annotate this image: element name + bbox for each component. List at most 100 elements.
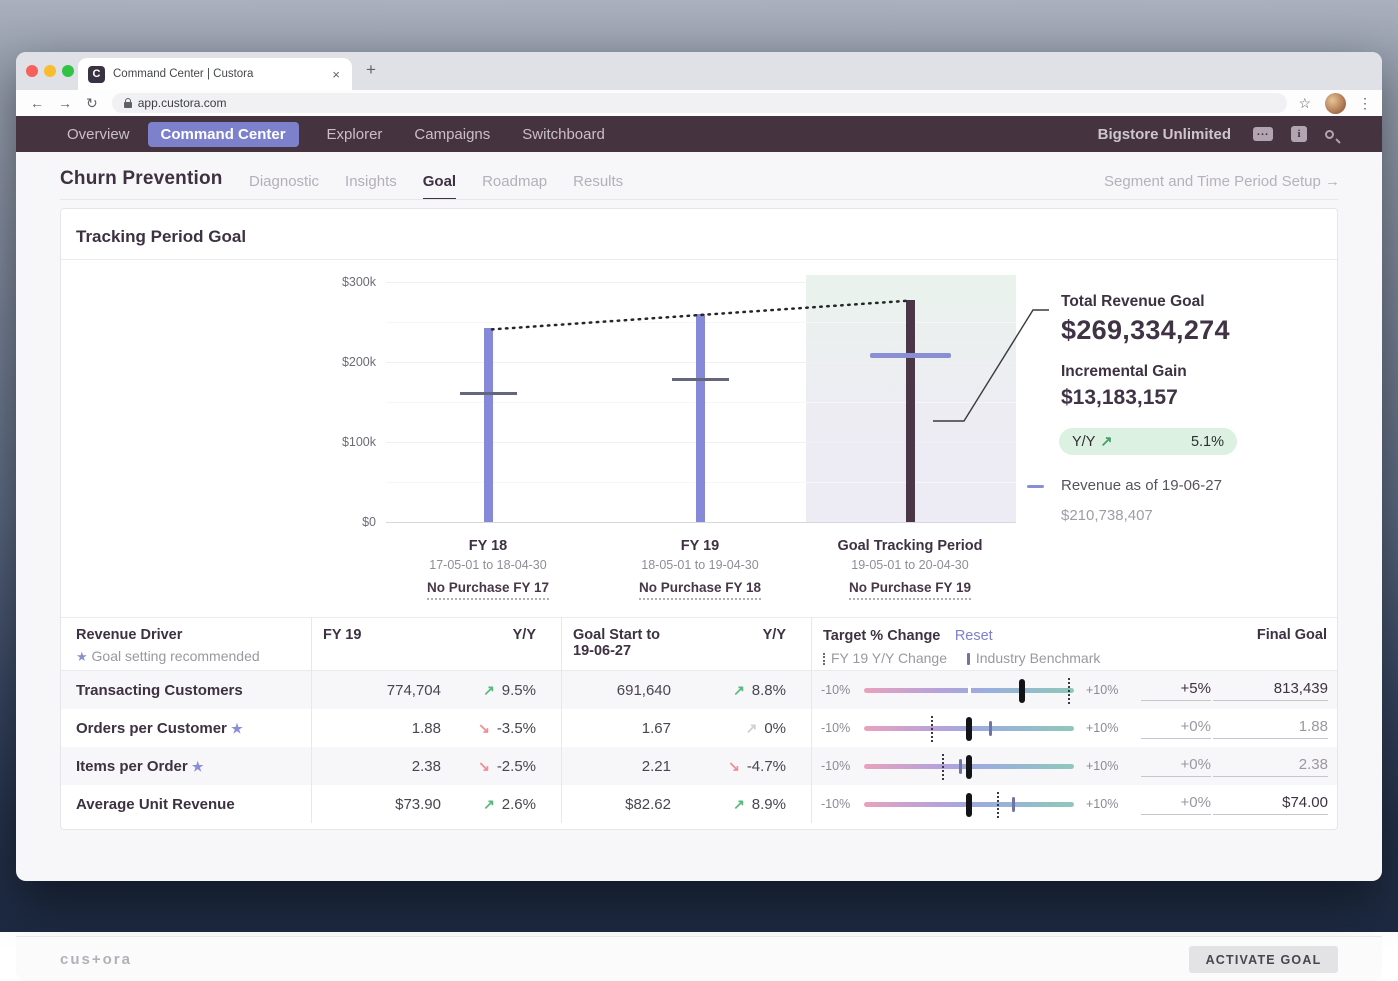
cohort-link[interactable]: No Purchase FY 17 (427, 580, 549, 600)
target-change-slider[interactable]: -10% +10% (811, 709, 1141, 747)
traffic-light-close[interactable] (26, 65, 38, 77)
nav-item-campaigns[interactable]: Campaigns (414, 126, 490, 143)
back-icon[interactable]: ← (30, 95, 44, 111)
yy-label: Y/Y (1072, 434, 1095, 450)
driver-name: Average Unit Revenue (61, 796, 311, 813)
slider-handle[interactable] (966, 755, 972, 779)
browser-tab-strip: C Command Center | Custora × + (16, 52, 1382, 90)
recommended-star-icon: ★ (192, 759, 204, 774)
target-change-slider[interactable]: -10% +10% (811, 747, 1141, 785)
chat-icon[interactable]: ... (1253, 127, 1273, 141)
target-percent-input[interactable]: +0% (1141, 756, 1211, 777)
revenue-bar-2 (696, 314, 705, 522)
cohort-link[interactable]: No Purchase FY 18 (639, 580, 761, 600)
table-row-transacting-customers: Transacting Customers 774,704 ↗9.5% 691,… (61, 671, 1337, 709)
target-percent-input[interactable]: +0% (1141, 718, 1211, 739)
traffic-light-zoom[interactable] (62, 65, 74, 77)
slider-max-label: +10% (1086, 683, 1118, 697)
trend-arrow-icon: ↘ (728, 758, 740, 774)
segment-setup-link[interactable]: Segment and Time Period Setup → (1104, 173, 1340, 190)
traffic-light-minimize[interactable] (44, 65, 56, 77)
marker-legend-label: Revenue as of 19-06-27 (1061, 477, 1222, 494)
tab-results[interactable]: Results (573, 173, 623, 200)
account-name[interactable]: Bigstore Unlimited (1098, 126, 1231, 143)
target-percent-cell: +0% (1141, 718, 1211, 739)
total-revenue-goal-value: $269,334,274 (1061, 315, 1230, 346)
tab-close-icon[interactable]: × (330, 67, 342, 82)
reset-link[interactable]: Reset (955, 628, 993, 644)
browser-toolbar: ← → ↻ app.custora.com ☆ ⋮ (16, 90, 1382, 116)
tab-goal[interactable]: Goal (423, 173, 456, 200)
profile-avatar[interactable] (1325, 93, 1346, 114)
slider-track[interactable] (864, 764, 1074, 769)
fy19-value: 1.88 (311, 720, 441, 737)
final-goal-cell: 1.88 (1211, 718, 1337, 739)
tab-diagnostic[interactable]: Diagnostic (249, 173, 319, 200)
browser-tab[interactable]: C Command Center | Custora × (78, 58, 352, 90)
slider-handle[interactable] (966, 717, 972, 741)
header-yy-1: Y/Y (441, 618, 561, 670)
yy-change-badge: Y/Y ↗ 5.1% (1059, 428, 1237, 455)
slider-handle[interactable] (966, 793, 972, 817)
column-divider (811, 617, 812, 823)
driver-name: Items per Order ★ (61, 758, 311, 775)
incremental-gain-value: $13,183,157 (1061, 386, 1178, 410)
slider-min-label: -10% (821, 797, 857, 811)
final-goal-cell: $74.00 (1211, 794, 1337, 815)
slider-track[interactable] (864, 688, 1074, 693)
cohort-link[interactable]: No Purchase FY 19 (849, 580, 971, 600)
target-change-slider[interactable]: -10% +10% (811, 671, 1141, 709)
column-divider (311, 617, 312, 823)
slider-track[interactable] (864, 802, 1074, 807)
category-name: FY 19 (590, 538, 810, 554)
fy19-yy-change: ↘-2.5% (441, 758, 561, 775)
target-change-slider[interactable]: -10% +10% (811, 785, 1141, 823)
search-icon[interactable] (1325, 130, 1334, 139)
fy19-change-marker (942, 754, 944, 780)
revenue-bar-3 (906, 300, 915, 522)
fy19-change-marker (997, 792, 999, 818)
final-goal-input[interactable]: 813,439 (1213, 680, 1328, 701)
trend-arrow-icon: ↗ (483, 796, 495, 812)
final-goal-input[interactable]: 1.88 (1213, 718, 1328, 739)
goal-start-value: $82.62 (561, 796, 671, 813)
slider-handle[interactable] (1019, 679, 1025, 703)
forward-icon[interactable]: → (58, 95, 72, 111)
fy19-value: 774,704 (311, 682, 441, 699)
browser-menu-icon[interactable]: ⋮ (1358, 95, 1372, 112)
category-name: Goal Tracking Period (800, 538, 1020, 554)
target-percent-input[interactable]: +0% (1141, 794, 1211, 815)
industry-benchmark-marker (959, 759, 962, 774)
final-goal-input[interactable]: $74.00 (1213, 794, 1328, 815)
slider-min-label: -10% (821, 683, 857, 697)
nav-item-switchboard[interactable]: Switchboard (522, 126, 605, 143)
slider-max-label: +10% (1086, 759, 1118, 773)
slider-track[interactable] (864, 726, 1074, 731)
driver-name: Transacting Customers (61, 682, 311, 699)
goal-yy-change: ↗8.8% (671, 682, 811, 699)
info-icon[interactable]: i (1291, 126, 1307, 142)
nav-item-overview[interactable]: Overview (67, 126, 130, 143)
activate-goal-button[interactable]: ACTIVATE GOAL (1189, 946, 1338, 973)
tab-insights[interactable]: Insights (345, 173, 397, 200)
revenue-driver-table: Revenue Driver ★ Goal setting recommende… (61, 617, 1337, 823)
slider-legend: FY 19 Y/Y Change Industry Benchmark (823, 650, 1141, 666)
new-tab-button[interactable]: + (366, 60, 376, 80)
reload-icon[interactable]: ↻ (86, 95, 98, 112)
nav-item-command-center[interactable]: Command Center (148, 122, 299, 147)
category-date-range: 18-05-01 to 19-04-30 (590, 558, 810, 572)
revenue-asof-marker-1 (460, 392, 517, 395)
app-navbar: Overview Command Center Explorer Campaigns S… (16, 116, 1382, 152)
header-revenue-driver: Revenue Driver ★ Goal setting recommende… (61, 618, 311, 670)
tab-roadmap[interactable]: Roadmap (482, 173, 547, 200)
tab-title: Command Center | Custora (113, 68, 330, 80)
bookmark-star-icon[interactable]: ☆ (1299, 95, 1312, 112)
final-goal-input[interactable]: 2.38 (1213, 756, 1328, 777)
nav-item-explorer[interactable]: Explorer (327, 126, 383, 143)
address-bar[interactable]: app.custora.com (112, 93, 1287, 113)
goal-yy-change: ↗8.9% (671, 796, 811, 813)
target-percent-input[interactable]: +5% (1141, 680, 1211, 701)
